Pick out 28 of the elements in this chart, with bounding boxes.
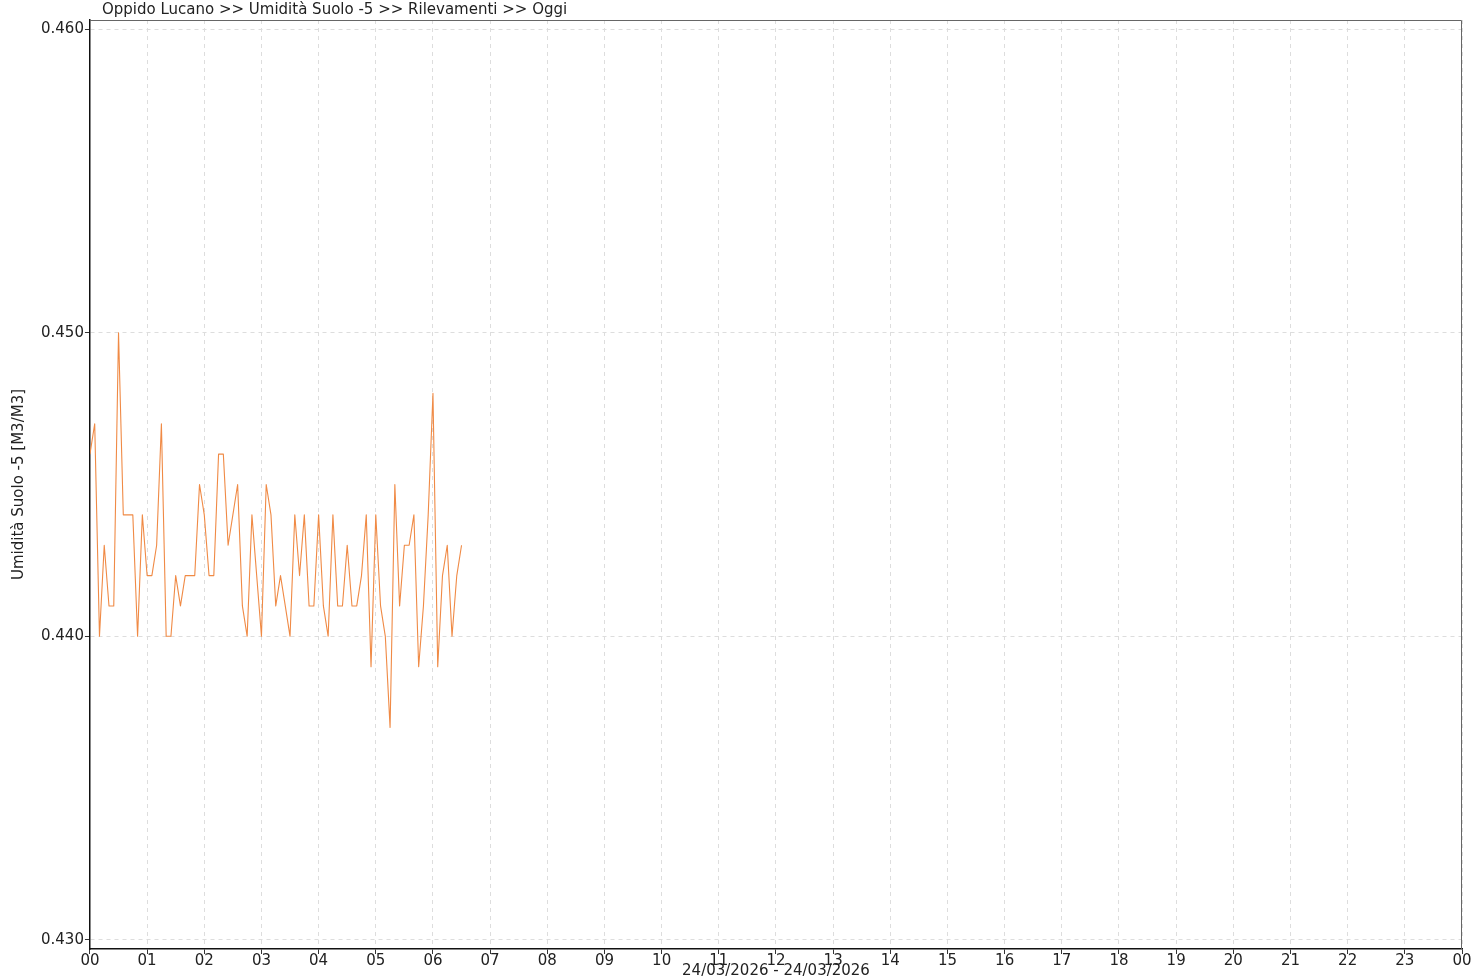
x-tick-label: 00 [1452,950,1472,969]
x-tick-label: 18 [1109,950,1129,969]
x-tick-label: 07 [480,950,500,969]
x-tick-label: 20 [1223,950,1243,969]
x-tick-label: 06 [423,950,443,969]
y-tick-label: 0.460 [40,19,84,37]
y-tick-label: 0.450 [40,322,84,341]
x-tick-label: 19 [1166,950,1186,969]
x-tick-label: 17 [1052,950,1072,969]
x-tick-label: 10 [652,950,672,969]
x-tick-label: 02 [194,950,214,969]
y-tick-label: 0.430 [40,929,84,948]
x-tick-label: 22 [1338,950,1358,969]
x-tick-label: 04 [309,950,329,969]
x-tick-label: 23 [1395,950,1415,969]
y-axis-title: Umidità Suolo -5 [M3/M3] [8,388,27,581]
x-tick-label: 14 [880,950,900,969]
x-tick-label: 03 [251,950,271,969]
x-tick-label: 05 [366,950,386,969]
x-tick-label: 21 [1280,950,1301,969]
x-tick-label: 00 [80,950,100,969]
chart-title: Oppido Lucano >> Umidità Suolo -5 >> Rilevamenti >> Oggi [101,0,568,18]
x-tick-label: 09 [594,950,615,969]
x-tick-label: 16 [995,950,1015,969]
y-tick-label: 0.440 [40,626,84,645]
x-tick-label: 15 [937,950,958,969]
x-tick-label: 08 [537,950,557,969]
x-tick-label: 01 [137,950,157,969]
